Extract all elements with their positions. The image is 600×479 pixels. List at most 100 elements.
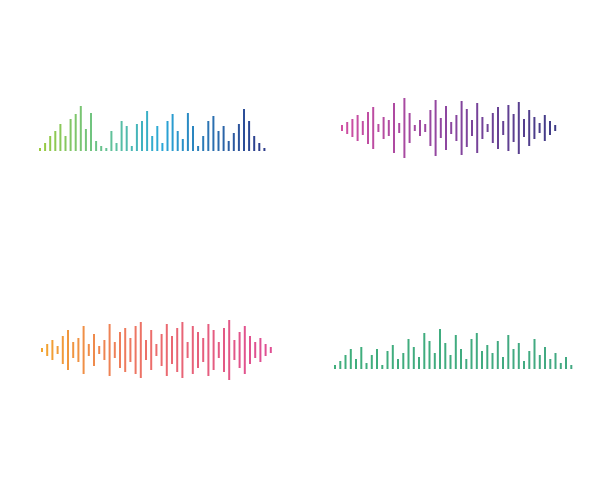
wave-bar bbox=[259, 338, 262, 362]
wave-bar bbox=[72, 342, 75, 358]
wave-bar bbox=[491, 353, 494, 369]
wave-bar bbox=[429, 110, 432, 146]
wave-bar bbox=[232, 133, 235, 151]
wave-bar bbox=[455, 115, 458, 141]
wave-bar bbox=[475, 333, 478, 369]
wave-bar bbox=[134, 326, 137, 374]
wave-bar bbox=[397, 359, 399, 369]
wave-bar bbox=[41, 348, 43, 352]
wave-bar bbox=[413, 125, 416, 131]
wave-bar bbox=[372, 107, 375, 149]
wave-bar bbox=[98, 346, 101, 354]
wave-bar bbox=[391, 345, 394, 369]
wave-bar bbox=[49, 136, 52, 151]
wave-bar bbox=[386, 351, 389, 369]
wave-bar bbox=[407, 339, 410, 369]
wave-bar bbox=[238, 332, 241, 368]
wave-bar bbox=[64, 136, 67, 151]
wave-bar bbox=[419, 120, 421, 136]
wave-purple bbox=[341, 98, 557, 158]
wave-bar bbox=[356, 115, 359, 141]
wave-bar bbox=[507, 105, 510, 151]
wave-bar bbox=[382, 117, 385, 139]
wave-bar bbox=[387, 120, 390, 136]
wave-green-blue bbox=[39, 106, 266, 151]
wave-bar bbox=[74, 114, 77, 151]
wave-bar bbox=[454, 335, 457, 369]
wave-bar bbox=[496, 341, 499, 369]
wave-bar bbox=[56, 346, 59, 354]
wave-bar bbox=[258, 143, 261, 151]
wave-bar bbox=[471, 120, 473, 136]
wave-bar bbox=[269, 347, 272, 353]
wave-bar bbox=[491, 113, 494, 143]
wave-bar bbox=[570, 365, 573, 369]
wave-bar bbox=[44, 143, 47, 151]
wave-bar bbox=[403, 98, 406, 158]
wave-bar bbox=[243, 109, 245, 151]
wave-bar bbox=[512, 349, 515, 369]
wave-bar bbox=[82, 326, 85, 374]
wave-bar bbox=[341, 125, 343, 131]
wave-bar bbox=[367, 112, 369, 144]
wave-bar bbox=[544, 347, 546, 369]
wave-bar bbox=[360, 347, 363, 369]
wave-bar bbox=[161, 143, 164, 151]
wave-bar bbox=[119, 332, 121, 368]
wave-bar bbox=[351, 119, 354, 137]
wave-bar bbox=[465, 109, 468, 147]
wave-bar bbox=[424, 124, 427, 132]
wave-bar bbox=[450, 122, 453, 134]
wave-bar bbox=[146, 111, 149, 151]
wave-bar bbox=[202, 136, 205, 151]
wave-bar bbox=[212, 330, 215, 370]
wave-bar bbox=[538, 123, 541, 133]
wave-bar bbox=[377, 124, 380, 132]
wave-bar bbox=[418, 357, 420, 369]
wave-bar bbox=[207, 121, 210, 151]
wave-bar bbox=[150, 330, 153, 370]
wave-bar bbox=[39, 148, 41, 151]
wave-bar bbox=[554, 353, 557, 369]
wave-bar bbox=[87, 344, 90, 356]
wave-bar bbox=[408, 113, 411, 143]
wave-bar bbox=[141, 121, 143, 151]
wave-bar bbox=[349, 349, 352, 369]
wave-bar bbox=[554, 125, 557, 131]
wave-bar bbox=[181, 139, 184, 151]
wave-bar bbox=[533, 117, 536, 139]
wave-bar bbox=[370, 355, 373, 369]
wave-bar bbox=[533, 339, 536, 369]
wave-bar bbox=[486, 345, 489, 369]
wave-bar bbox=[155, 344, 158, 356]
wave-bar bbox=[67, 330, 69, 370]
wave-bar bbox=[253, 136, 256, 151]
wave-bar bbox=[361, 121, 364, 135]
wave-bar bbox=[46, 344, 49, 356]
wave-bar bbox=[90, 113, 92, 151]
wave-bar bbox=[523, 119, 525, 137]
wave-bar bbox=[434, 100, 437, 156]
wave-bar bbox=[59, 124, 62, 151]
wave-bar bbox=[449, 355, 452, 369]
wave-bar bbox=[481, 117, 484, 139]
wave-bar bbox=[130, 146, 133, 151]
wave-bar bbox=[334, 365, 336, 369]
wave-bar bbox=[339, 361, 342, 369]
wave-bar bbox=[470, 339, 473, 369]
wave-bar bbox=[549, 359, 552, 369]
wave-bar bbox=[202, 338, 205, 362]
wave-bar bbox=[486, 124, 489, 132]
wave-bar bbox=[93, 334, 95, 366]
wave-bar bbox=[428, 341, 431, 369]
wave-bar bbox=[110, 131, 113, 151]
wave-bar bbox=[497, 107, 499, 149]
wave-bar bbox=[237, 124, 240, 151]
wave-bar bbox=[191, 326, 194, 374]
wave-bar bbox=[538, 355, 541, 369]
wave-bar bbox=[565, 357, 567, 369]
wave-bar bbox=[61, 336, 64, 364]
wave-bar bbox=[186, 113, 189, 151]
